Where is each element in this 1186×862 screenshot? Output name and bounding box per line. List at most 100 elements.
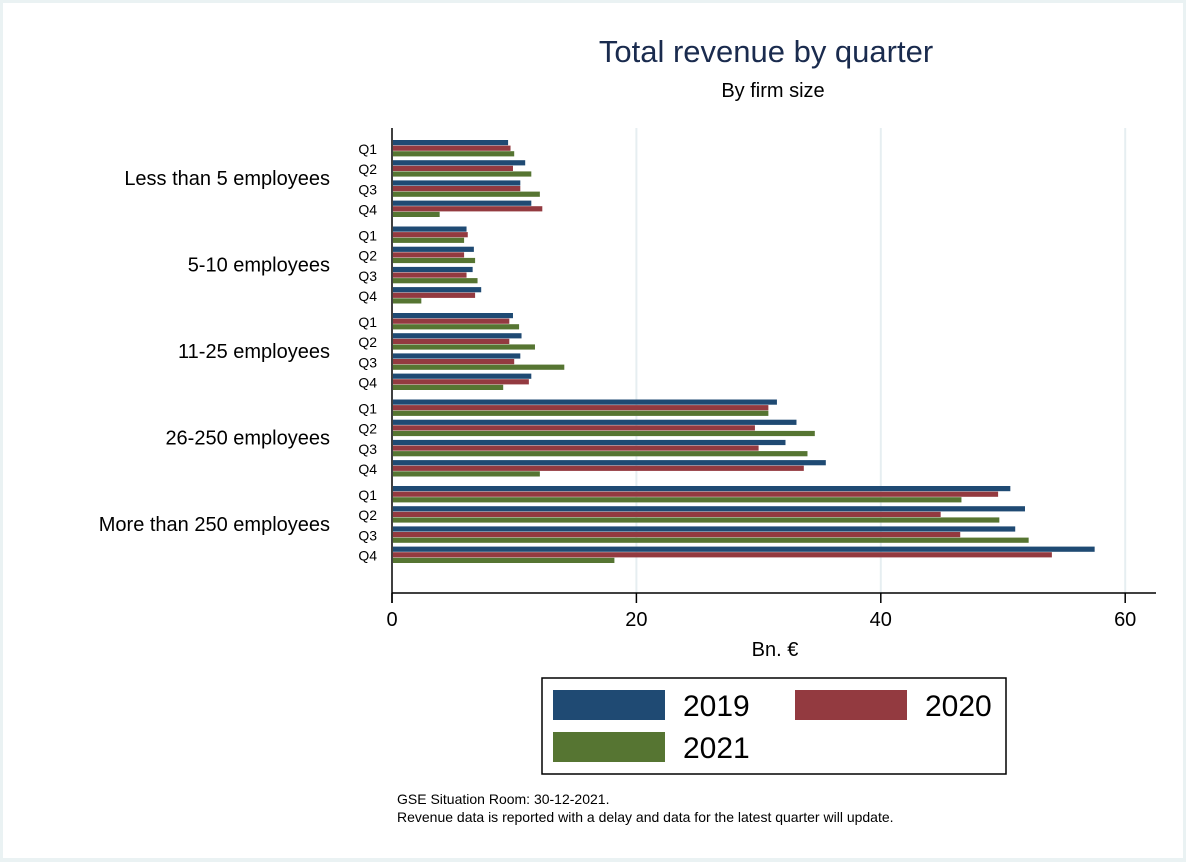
group-label: 5-10 employees: [188, 255, 330, 277]
bar-2021: [393, 497, 962, 503]
labels: Less than 5 employees Q1 Q2 Q3 Q4 5-10 employ…: [99, 141, 377, 564]
chart-title: Total revenue by quarter: [599, 34, 933, 69]
group-label: More than 250 employees: [99, 514, 330, 536]
x-tick-label: 40: [870, 609, 892, 631]
bar-2020: [393, 379, 529, 385]
bar-2021: [393, 517, 1000, 523]
bar-2019: [393, 313, 513, 319]
bars: [393, 140, 1095, 563]
quarter-label: Q1: [358, 487, 377, 503]
bar-2019: [393, 460, 826, 466]
legend-label-2019: 2019: [683, 690, 750, 723]
bar-2019: [393, 246, 474, 252]
bar-2020: [393, 186, 521, 192]
legend-swatch-2020: [795, 690, 907, 720]
group-label: 11-25 employees: [178, 341, 330, 363]
bar-2019: [393, 526, 1016, 532]
bar-2020: [393, 338, 510, 344]
quarter-label: Q4: [358, 375, 377, 391]
bar-2021: [393, 471, 540, 477]
bar-2019: [393, 140, 509, 146]
bar-2019: [393, 506, 1025, 512]
bar-2021: [393, 557, 615, 563]
bar-2021: [393, 410, 769, 416]
bar-2019: [393, 226, 467, 232]
bar-2021: [393, 237, 465, 243]
bar-2020: [393, 292, 476, 298]
bar-2019: [393, 439, 786, 446]
bar-2021: [393, 151, 515, 157]
bar-2021: [393, 537, 1029, 543]
x-axis-label: Bn. €: [752, 639, 799, 661]
bar-2021: [393, 298, 422, 304]
quarter-label: Q2: [358, 507, 377, 523]
bar-2021: [393, 344, 535, 350]
bar-2019: [393, 333, 522, 339]
bar-2020: [393, 425, 755, 431]
bar-2021: [393, 430, 815, 437]
quarter-label: Q3: [358, 181, 377, 197]
bar-2019: [393, 180, 521, 186]
quarter-label: Q4: [358, 548, 377, 564]
quarter-label: Q2: [358, 334, 377, 350]
footnote-line-1: GSE Situation Room: 30-12-2021.: [397, 791, 609, 807]
bar-2019: [393, 266, 473, 273]
bar-2021: [393, 364, 565, 370]
bar-2021: [393, 171, 532, 177]
bar-2020: [393, 491, 999, 497]
legend-label-2020: 2020: [925, 690, 992, 723]
quarter-label: Q1: [358, 228, 377, 244]
x-tick-label: 0: [386, 609, 397, 631]
bar-2020: [393, 511, 941, 517]
quarter-label: Q3: [358, 354, 377, 370]
bar-2019: [393, 200, 532, 206]
gridlines: [635, 128, 1127, 593]
bar-2020: [393, 206, 543, 212]
bar-2019: [393, 287, 482, 293]
bar-2021: [393, 324, 520, 330]
bar-2019: [393, 546, 1095, 552]
quarter-label: Q4: [358, 288, 377, 304]
legend-label-2021: 2021: [683, 732, 750, 765]
legend-swatch-2019: [553, 690, 665, 720]
bar-2021: [393, 257, 476, 264]
bar-2020: [393, 252, 465, 258]
bar-2020: [393, 465, 804, 471]
quarter-label: Q3: [358, 527, 377, 543]
bar-2021: [393, 191, 540, 197]
bar-2019: [393, 419, 797, 425]
bar-2020: [393, 405, 769, 411]
quarter-label: Q1: [358, 141, 377, 157]
bar-2019: [393, 373, 532, 379]
quarter-label: Q4: [358, 202, 377, 218]
quarter-label: Q3: [358, 268, 377, 284]
bar-2020: [393, 445, 759, 451]
bar-2019: [393, 399, 777, 405]
bar-2021: [393, 384, 504, 390]
footnote-line-2: Revenue data is reported with a delay an…: [397, 809, 894, 825]
bar-2019: [393, 160, 526, 166]
chart-subtitle: By firm size: [721, 80, 824, 102]
axes: 0 20 40 60: [386, 128, 1156, 631]
quarter-label: Q3: [358, 441, 377, 457]
legend-swatch-2021: [553, 732, 665, 762]
bar-2020: [393, 272, 467, 278]
bar-2020: [393, 532, 961, 538]
bar-2021: [393, 451, 808, 457]
bar-2019: [393, 486, 1011, 492]
x-tick-label: 20: [625, 609, 647, 631]
quarter-label: Q2: [358, 161, 377, 177]
bar-2021: [393, 278, 478, 284]
group-label: 26-250 employees: [165, 428, 330, 450]
bar-2021: [393, 211, 440, 217]
bar-2020: [393, 318, 510, 324]
quarter-label: Q1: [358, 401, 377, 417]
bar-2020: [393, 232, 468, 238]
quarter-label: Q2: [358, 248, 377, 264]
bar-2020: [393, 145, 511, 151]
bar-2020: [393, 552, 1052, 558]
quarter-label: Q4: [358, 461, 377, 477]
x-tick-label: 60: [1114, 609, 1136, 631]
bar-2020: [393, 359, 515, 365]
